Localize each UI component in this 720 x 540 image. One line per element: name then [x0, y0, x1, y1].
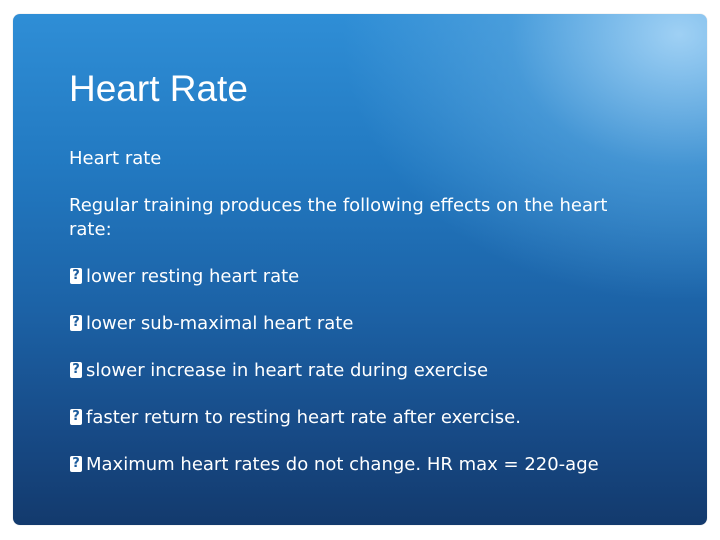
slide-title: Heart Rate [69, 68, 248, 109]
bullet-text-3: slower increase in heart rate during exe… [86, 360, 489, 381]
bullet-text-4: faster return to resting heart rate afte… [86, 407, 521, 428]
bullet-item-5: Maximum heart rates do not change. HR ma… [69, 453, 689, 477]
bullet-item-1: lower resting heart rate [69, 265, 689, 289]
slide-subheading: Heart rate [69, 148, 162, 169]
missing-glyph-icon [69, 408, 83, 426]
missing-glyph-icon [69, 267, 83, 285]
slide-intro-text: Regular training produces the following … [69, 195, 608, 240]
missing-glyph-icon [69, 361, 83, 379]
missing-glyph-icon [69, 314, 83, 332]
bullet-text-5: Maximum heart rates do not change. HR ma… [86, 454, 599, 475]
bullet-item-2: lower sub-maximal heart rate [69, 312, 689, 336]
bullet-text-2: lower sub-maximal heart rate [86, 313, 354, 334]
missing-glyph-icon [69, 455, 83, 473]
bullet-item-4: faster return to resting heart rate afte… [69, 406, 689, 430]
bullet-text-1: lower resting heart rate [86, 266, 300, 287]
slide-body: Heart rate Regular training produces the… [69, 147, 689, 477]
slide-panel: Heart Rate Heart rate Regular training p… [13, 14, 707, 525]
bullet-item-3: slower increase in heart rate during exe… [69, 359, 689, 383]
